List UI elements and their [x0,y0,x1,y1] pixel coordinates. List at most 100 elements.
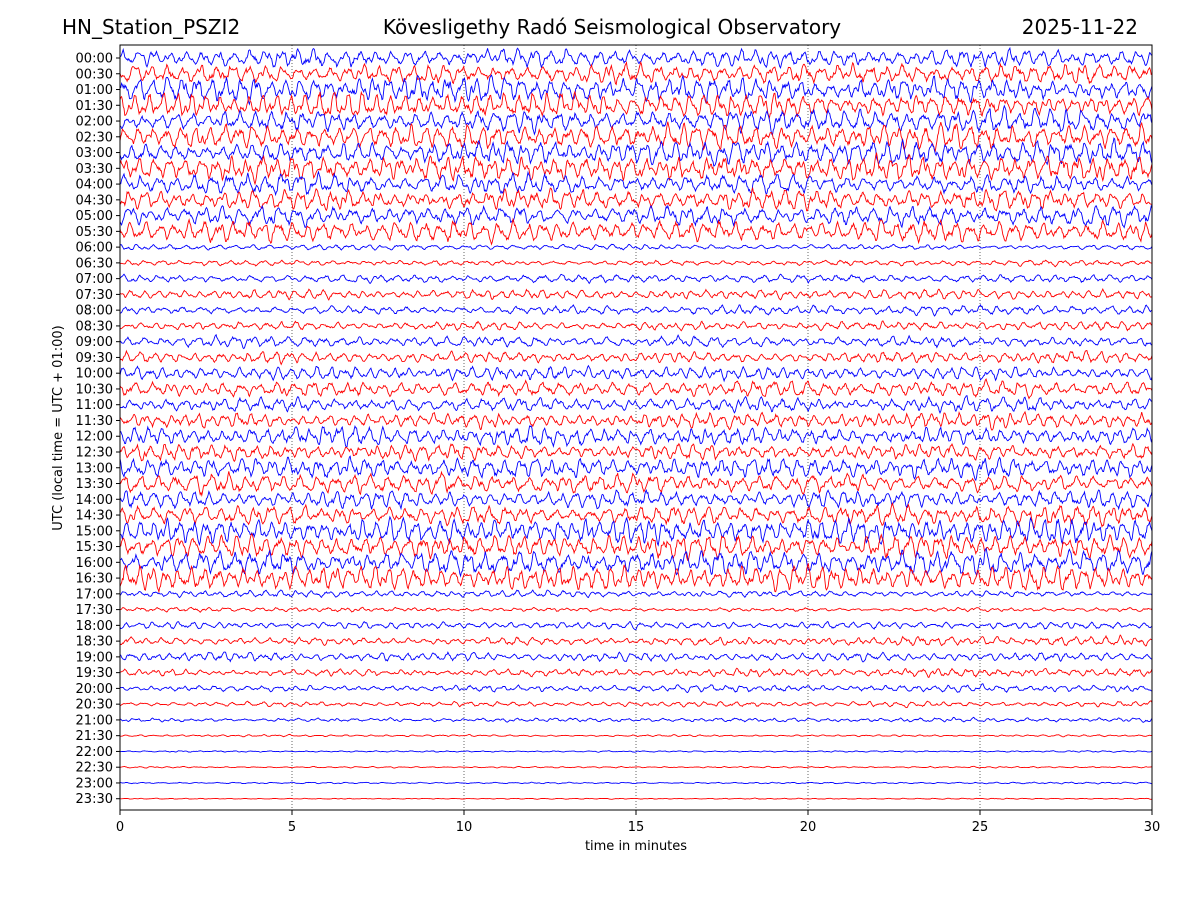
trace-0700 [119,273,1153,285]
y-tick-label: 11:00 [76,398,113,413]
y-tick-label: 13:00 [76,461,113,476]
station-title: HN_Station_PSZI2 [62,15,241,39]
y-tick-label: 05:00 [76,209,113,224]
y-tick-label: 19:00 [76,650,113,665]
trace-2130 [119,733,1153,738]
trace-0500 [119,204,1153,229]
y-tick-label: 09:30 [76,351,113,366]
x-tick-label: 10 [456,820,473,835]
y-tick-label: 18:00 [76,619,113,634]
x-axis-ticks: 0 5 10 15 20 25 30 [116,810,1160,835]
y-tick-label: 10:00 [76,367,113,382]
trace-0330 [119,152,1153,186]
trace-1800 [119,621,1153,631]
trace-0830 [119,320,1153,332]
trace-1700 [119,589,1153,599]
y-tick-label: 22:30 [76,761,113,776]
trace-1830 [119,634,1153,647]
y-tick-label: 01:30 [76,99,113,114]
trace-1130 [119,410,1153,431]
x-tick-label: 15 [628,820,645,835]
trace-0530 [119,217,1153,246]
y-tick-label: 10:30 [76,382,113,397]
trace-0900 [119,333,1153,350]
y-tick-label: 20:00 [76,682,113,697]
y-tick-label: 08:00 [76,304,113,319]
x-tick-label: 30 [1144,820,1161,835]
y-tick-label: 20:30 [76,698,113,713]
y-tick-label: 11:30 [76,414,113,429]
y-tick-label: 18:30 [76,635,113,650]
trace-2100 [119,716,1153,723]
trace-0230 [119,121,1153,153]
trace-1230 [119,442,1153,463]
trace-1100 [119,395,1153,415]
trace-1330 [119,470,1153,497]
y-tick-label: 02:30 [76,130,113,145]
trace-0600 [119,243,1153,251]
x-tick-label: 5 [288,820,296,835]
y-tick-label: 02:00 [76,115,113,130]
y-tick-label: 21:00 [76,713,113,728]
y-tick-label: 13:30 [76,477,113,492]
trace-0930 [119,349,1153,366]
trace-0300 [119,137,1153,167]
y-tick-label: 09:00 [76,335,113,350]
trace-1430 [119,502,1153,530]
y-tick-label: 19:30 [76,666,113,681]
trace-1930 [119,667,1153,678]
trace-0000 [119,46,1153,69]
y-tick-label: 17:00 [76,587,113,602]
seismic-traces [119,46,1153,800]
trace-0200 [119,104,1153,137]
trace-0800 [120,304,1153,317]
x-tick-label: 0 [116,820,124,835]
trace-1000 [119,364,1153,383]
y-tick-label: 00:00 [76,52,113,67]
y-axis-ticks: 00:0000:3001:0001:3002:0002:3003:0003:30… [76,52,120,807]
trace-2230 [119,765,1153,769]
y-tick-label: 07:00 [76,272,113,287]
date-title: 2025-11-22 [1021,15,1138,39]
trace-1030 [119,378,1153,400]
y-tick-label: 07:30 [76,288,113,303]
trace-1900 [119,651,1153,663]
y-tick-label: 14:30 [76,509,113,524]
y-tick-label: 08:30 [76,319,113,334]
y-tick-label: 04:30 [76,193,113,208]
y-tick-label: 12:30 [76,446,113,461]
y-tick-label: 00:30 [76,67,113,82]
trace-0030 [119,60,1153,86]
trace-1200 [119,425,1153,449]
y-tick-label: 16:30 [76,572,113,587]
y-tick-label: 22:00 [76,745,113,760]
trace-2330 [120,797,1153,800]
trace-1630 [119,563,1153,594]
trace-1600 [119,547,1153,578]
y-tick-label: 03:30 [76,162,113,177]
y-tick-label: 06:00 [76,241,113,256]
x-tick-label: 25 [972,820,989,835]
y-tick-label: 06:30 [76,256,113,271]
y-tick-label: 16:00 [76,556,113,571]
y-tick-label: 23:30 [76,792,113,807]
y-tick-label: 21:30 [76,729,113,744]
trace-2200 [119,750,1153,753]
trace-1730 [120,606,1153,613]
trace-2300 [120,781,1153,785]
trace-1530 [119,532,1153,561]
y-tick-label: 05:30 [76,225,113,240]
trace-2000 [119,683,1153,694]
y-tick-label: 14:00 [76,493,113,508]
trace-0130 [119,90,1153,120]
y-tick-label: 12:00 [76,430,113,445]
trace-2030 [120,700,1153,709]
trace-0400 [119,170,1153,197]
observatory-title: Kövesligethy Radó Seismological Observat… [382,15,842,39]
x-tick-label: 20 [800,820,817,835]
y-tick-label: 03:00 [76,146,113,161]
trace-0730 [119,287,1153,301]
trace-0630 [119,259,1153,268]
trace-1500 [119,515,1153,547]
